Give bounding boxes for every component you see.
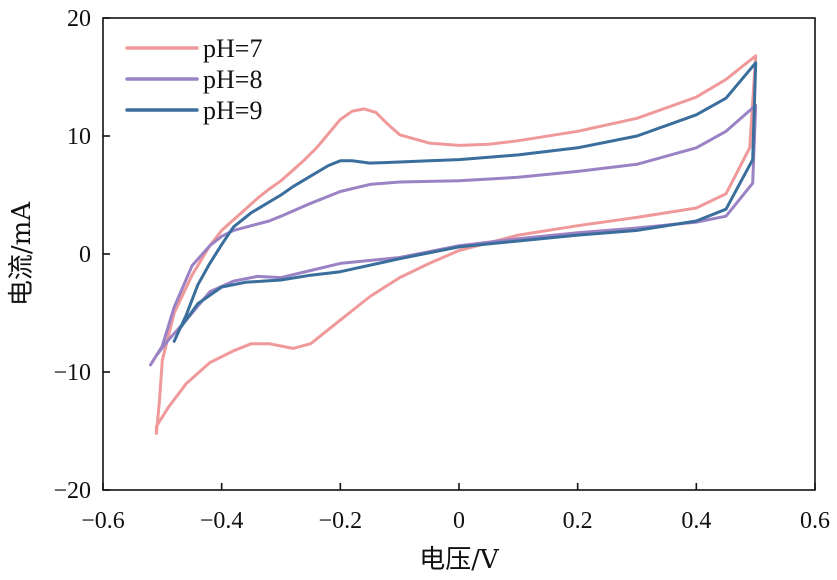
x-tick-label: 0	[453, 508, 465, 534]
x-tick-label: −0.4	[200, 508, 244, 534]
x-tick-label: 0.2	[563, 508, 593, 534]
x-axis-title: 电压/V	[419, 545, 500, 575]
y-tick-label: −10	[53, 360, 91, 386]
x-tick-label: 0.4	[681, 508, 711, 534]
legend-label: pH=7	[203, 34, 262, 63]
y-axis: −20 −10 0 10 20	[53, 6, 110, 504]
series-layer	[149, 54, 758, 435]
y-axis-title: 电流/mA	[7, 201, 37, 306]
x-axis: −0.6 −0.4 −0.2 0 0.2 0.4 0.6	[81, 483, 830, 534]
legend-label: pH=8	[203, 65, 262, 94]
x-tick-label: −0.2	[319, 508, 363, 534]
y-tick-label: 0	[79, 242, 91, 268]
series-line-1	[154, 54, 758, 435]
y-tick-label: 20	[67, 6, 91, 32]
legend-label: pH=9	[203, 96, 262, 125]
x-tick-label: 0.6	[800, 508, 830, 534]
y-tick-label: 10	[67, 124, 91, 150]
series-line-2	[149, 103, 758, 367]
x-tick-label: −0.6	[81, 508, 125, 534]
y-tick-label: −20	[53, 478, 91, 504]
legend: pH=7pH=8pH=9	[125, 34, 262, 125]
series-line-3	[172, 61, 758, 343]
